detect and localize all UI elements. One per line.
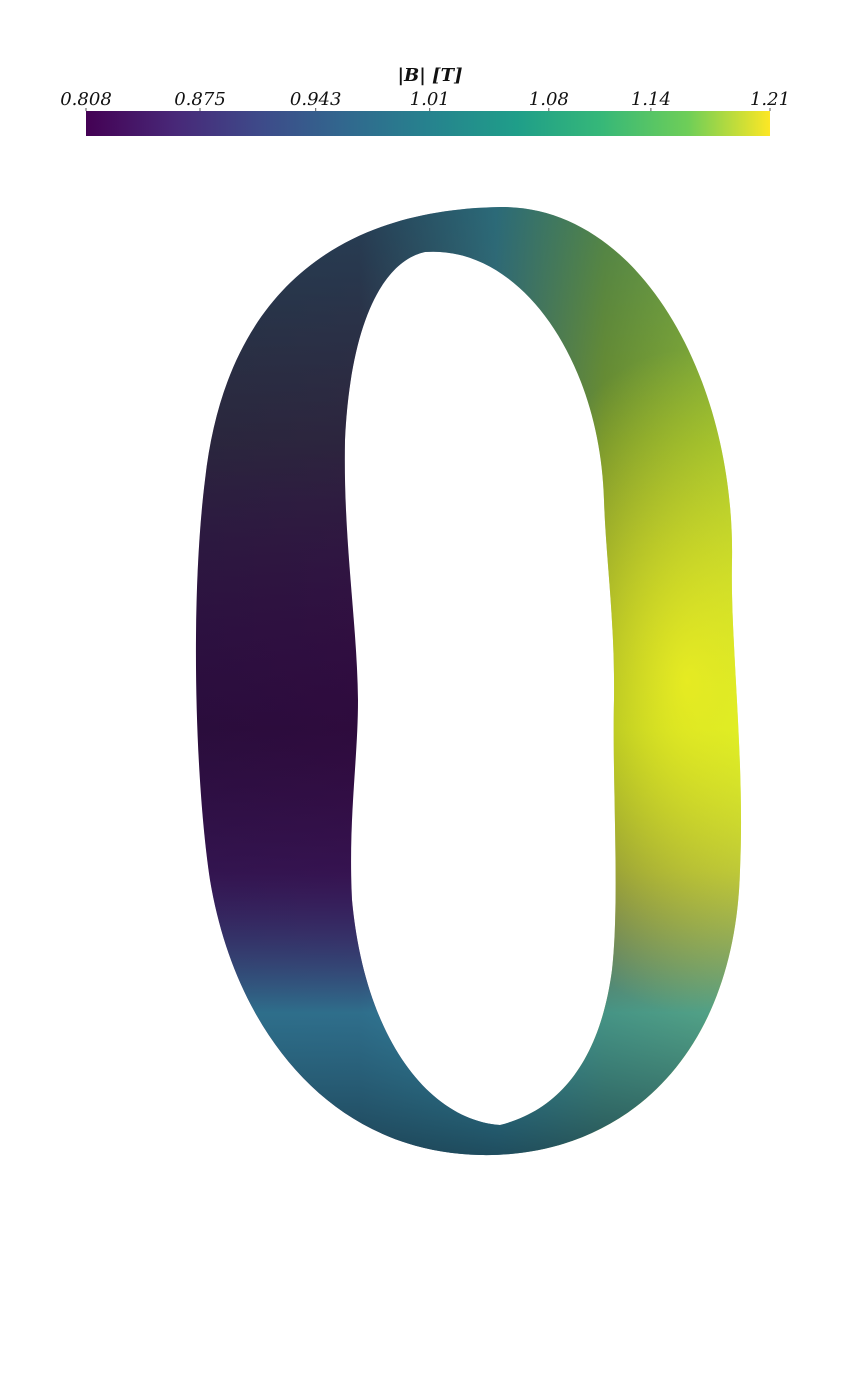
tick-label: 0.808 [60,89,112,110]
tick-label: 0.943 [290,89,342,110]
ring-surface [195,206,742,1156]
colorbar [86,111,770,136]
colorbar-title: |B| [T] [397,65,462,86]
tick-label: 0.875 [174,89,226,110]
tick-label: 1.01 [410,89,450,110]
tick-label: 1.14 [631,89,671,110]
tick-label: 1.21 [750,89,790,110]
tick-label: 1.08 [529,89,569,110]
